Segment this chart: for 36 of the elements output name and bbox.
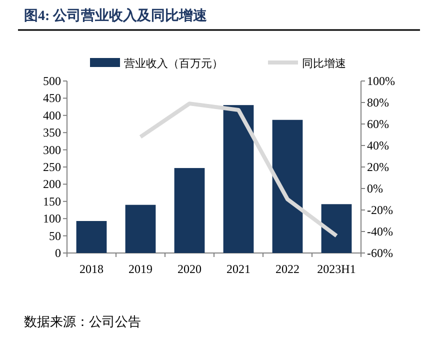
y-tick-label: 250 [43,160,61,174]
y-tick-label: 50 [49,228,61,243]
y-tick-label: 500 [43,74,61,88]
x-tick-label: 2022 [276,262,300,276]
y-tick-label: 100 [43,212,61,226]
y2-tick-label: -60% [367,246,393,260]
y2-tick-label: 20% [367,160,389,174]
y2-tick-label: 100% [367,74,395,88]
y2-tick-label: 40% [367,138,389,152]
y2-tick-label: 0% [367,182,383,196]
y-tick-label: 350 [43,126,61,140]
bar [321,204,352,253]
legend-label: 营业收入（百万元） [124,57,223,70]
y2-tick-label: 80% [367,96,389,110]
y2-tick-label: 60% [367,117,389,131]
x-tick-label: 2019 [128,262,152,276]
x-tick-label: 2023H1 [317,262,356,276]
legend-label: 同比增速 [302,57,346,70]
bar [223,105,254,253]
x-tick-label: 2018 [80,262,104,276]
y-tick-label: 450 [43,91,61,106]
bar [174,168,205,253]
bar [125,204,156,253]
annotation: 数据来源：公司公告 [24,314,141,329]
title: 图4: 公司营业收入及同比增速 [24,9,208,24]
y2-tick-label: -20% [367,203,393,217]
y-tick-label: 400 [43,108,61,122]
bar [272,120,303,253]
y-tick-label: 300 [43,142,61,157]
x-tick-label: 2021 [226,262,250,276]
bar [76,221,107,253]
y-tick-label: 0 [55,246,61,260]
x-tick-label: 2020 [178,262,202,276]
y-tick-label: 200 [43,177,61,192]
y-tick-label: 150 [43,194,61,208]
y2-tick-label: -40% [367,224,393,238]
